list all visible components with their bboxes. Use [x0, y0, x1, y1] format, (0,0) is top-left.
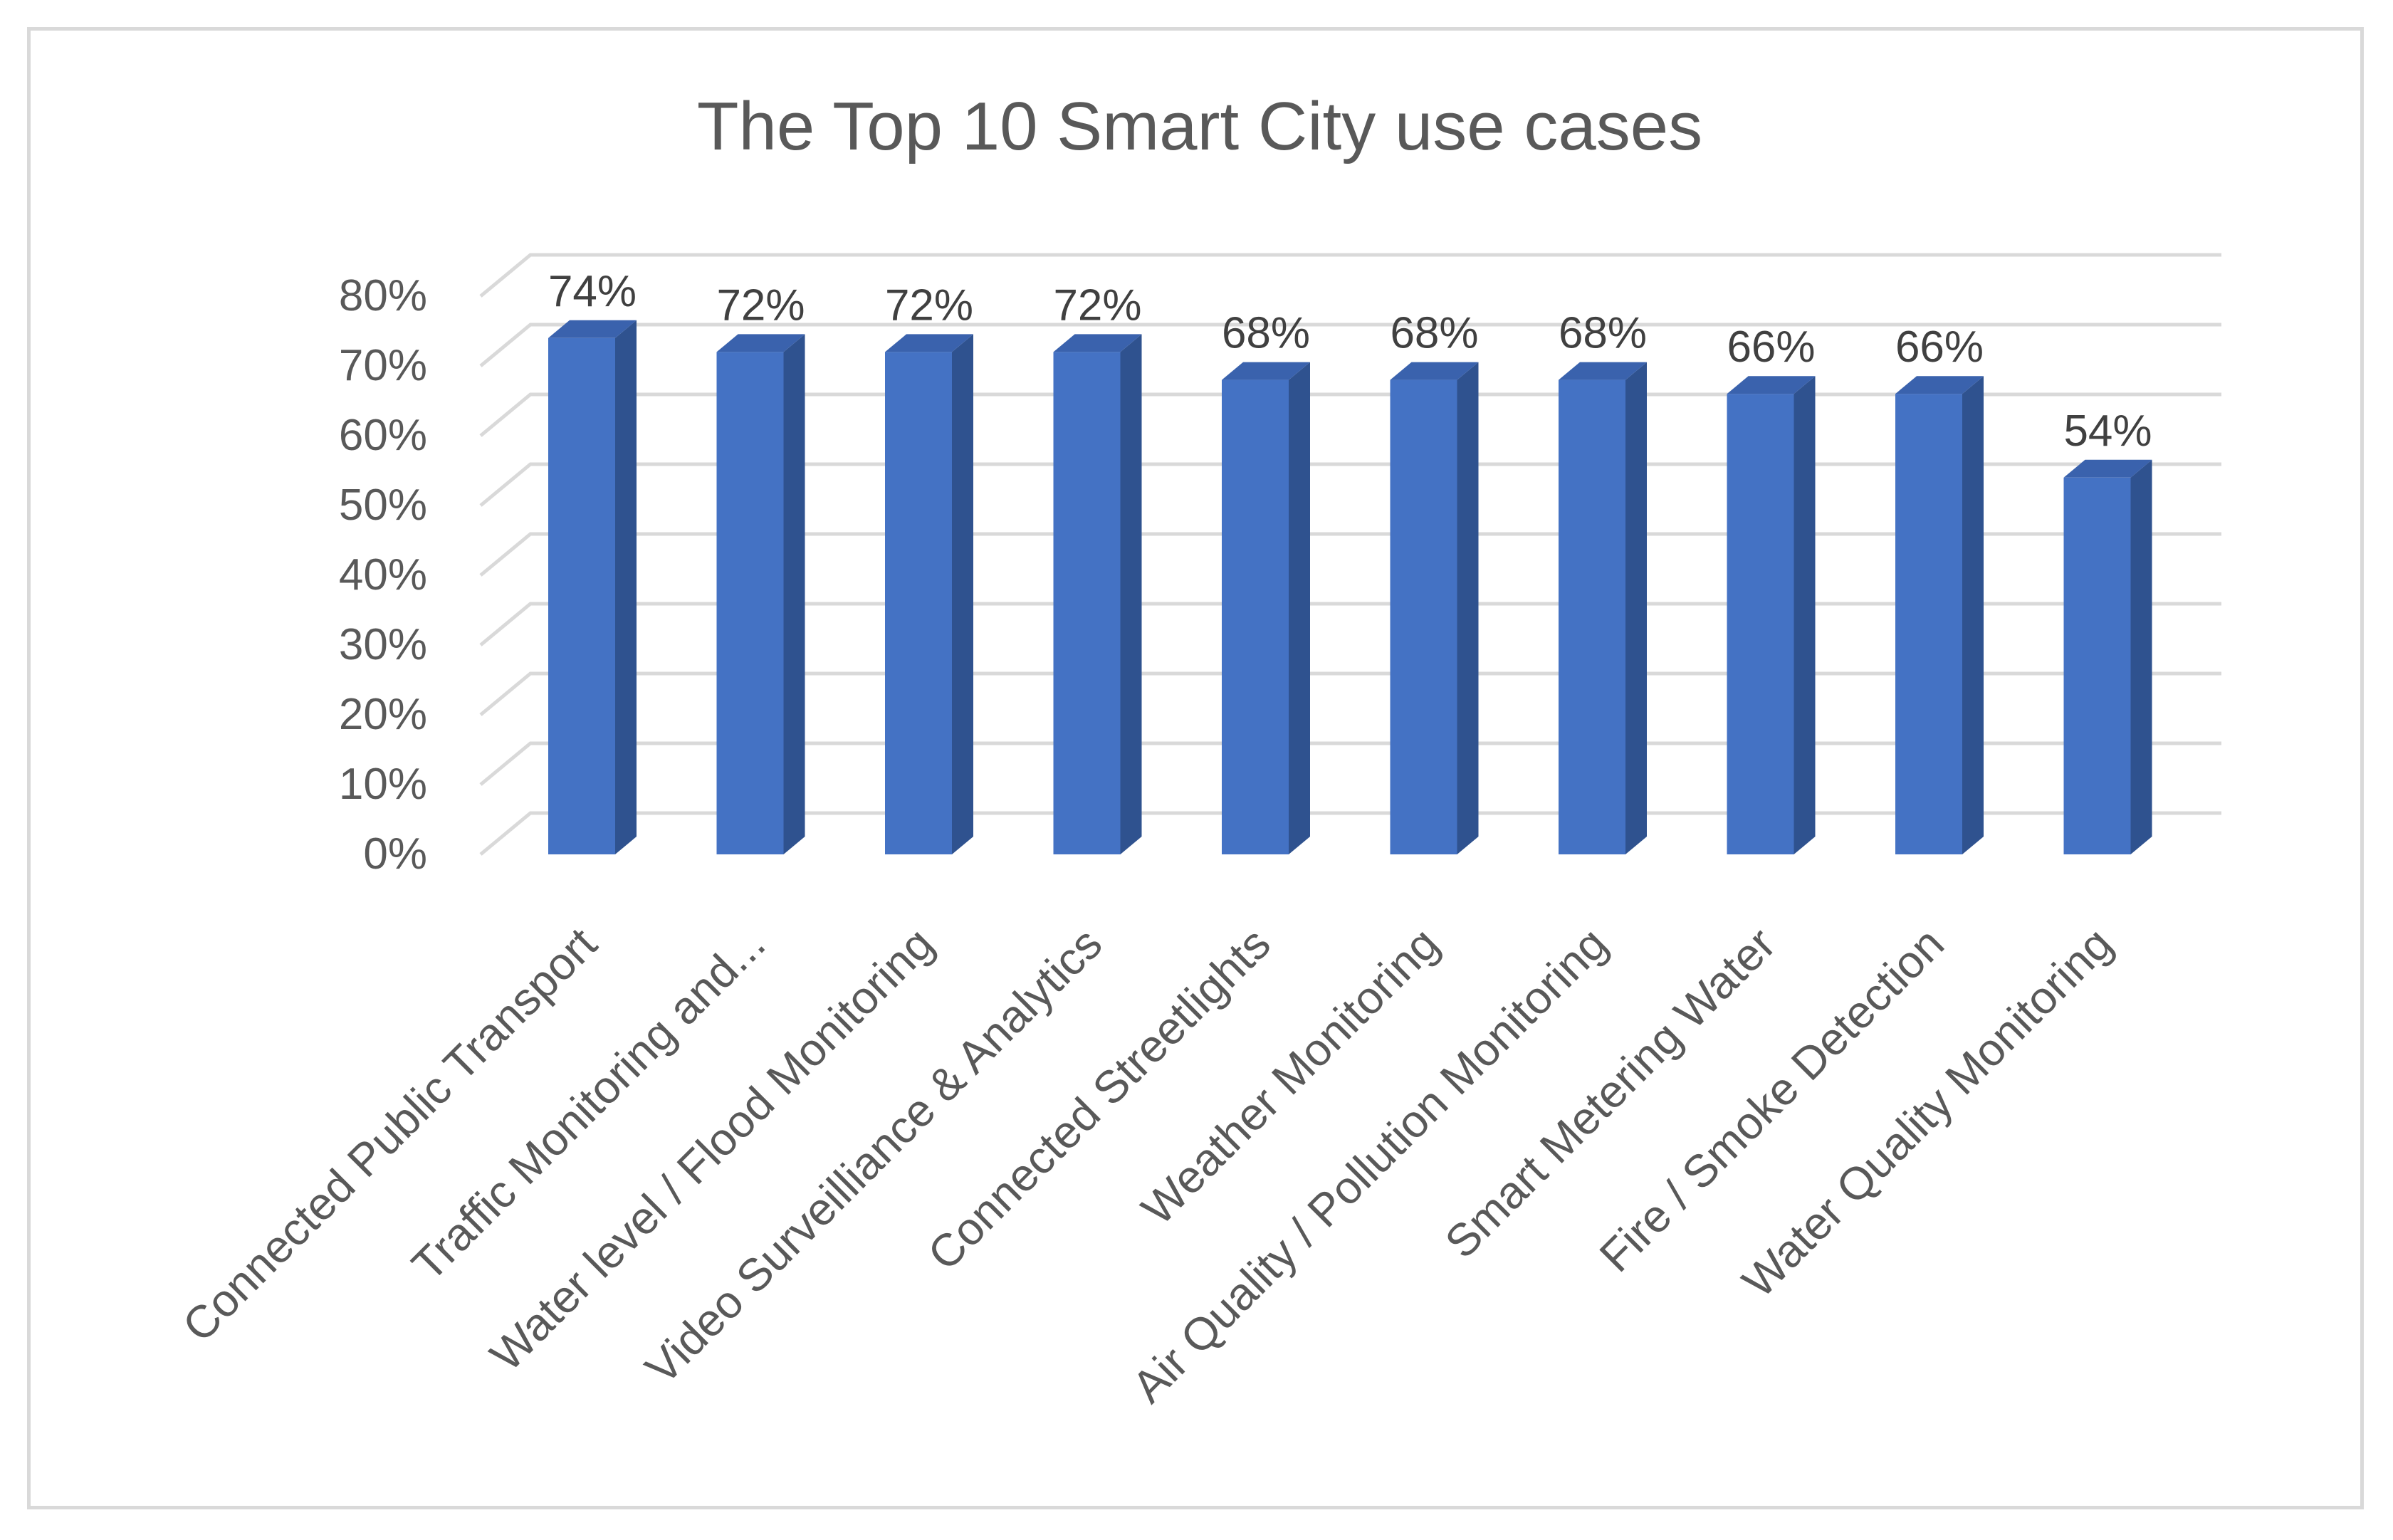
y-tick-label: 70% [339, 341, 427, 390]
bar-side [783, 334, 805, 854]
bar-5 [1222, 362, 1310, 855]
bar-top [885, 334, 973, 352]
bar-top [1559, 362, 1647, 380]
category-label: Fire / Smoke Detection [1590, 918, 1954, 1282]
bar-top [716, 334, 805, 352]
data-label: 68% [1222, 309, 1310, 358]
bar-front [1222, 379, 1289, 854]
bar-front [1053, 352, 1121, 854]
bar-side [2130, 459, 2152, 854]
y-tick-label: 0% [363, 829, 427, 879]
category-label: Smart Metering Water [1435, 918, 1786, 1268]
bar-top [1222, 362, 1310, 380]
data-label: 66% [1895, 323, 1984, 372]
bar-3 [885, 334, 973, 854]
gridline-0 [479, 811, 2221, 856]
bar-top [1390, 362, 1479, 380]
bar-10 [2063, 459, 2152, 854]
bar-side [952, 334, 973, 854]
y-tick-label: 20% [339, 690, 427, 739]
bar-2 [716, 334, 805, 854]
y-tick-label: 50% [339, 481, 427, 530]
bar-side [615, 320, 637, 854]
bar-front [1390, 379, 1457, 854]
data-labels: 74% 72% 72% 72% 68% 68% 68% 66% 66% 54% [548, 267, 2152, 456]
y-axis-ticks: 0% 10% 20% 30% 40% 50% 60% 70% 80% [339, 271, 427, 879]
data-label: 54% [2063, 407, 2152, 456]
bar-front [548, 337, 615, 854]
bar-front [2063, 477, 2131, 854]
bar-side [1962, 376, 1984, 854]
y-tick-label: 10% [339, 760, 427, 809]
gridline-2 [479, 671, 2221, 716]
bar-top [1053, 334, 1142, 352]
data-label: 66% [1727, 323, 1815, 372]
bar-front [1895, 394, 1962, 854]
bar-9 [1895, 376, 1984, 854]
bar-side [1289, 362, 1310, 855]
bar-front [716, 352, 784, 854]
gridlines [479, 253, 2221, 856]
data-label: 68% [1390, 309, 1478, 358]
bar-front [1559, 379, 1625, 854]
bar-front [885, 352, 952, 854]
bars [548, 320, 2152, 855]
gridline-3 [479, 602, 2221, 646]
gridline-5 [479, 462, 2221, 507]
category-label: Weather Monitoring [1131, 918, 1448, 1235]
bar-8 [1727, 376, 1816, 854]
gridline-7 [479, 323, 2221, 367]
bar-top [548, 320, 637, 338]
y-tick-label: 30% [339, 620, 427, 669]
data-label: 72% [885, 281, 973, 330]
bar-4 [1053, 334, 1142, 854]
gridline-4 [479, 532, 2221, 577]
gridline-8 [479, 253, 2221, 298]
data-label: 72% [1053, 281, 1141, 330]
data-label: 68% [1559, 309, 1647, 358]
y-tick-label: 40% [339, 550, 427, 599]
chart-title: The Top 10 Smart City use cases [697, 88, 1702, 164]
bar-side [1794, 376, 1816, 854]
bar-6 [1390, 362, 1479, 855]
bar-7 [1559, 362, 1647, 855]
category-label: Traffic Monitoring and... [402, 918, 775, 1291]
category-label: Connected Streetlights [918, 918, 1280, 1280]
bar-front [1727, 394, 1794, 854]
bar-side [1625, 362, 1647, 855]
gridline-6 [479, 392, 2221, 437]
gridline-1 [479, 741, 2221, 786]
y-tick-label: 80% [339, 271, 427, 320]
bar-side [1120, 334, 1142, 854]
bar-top [2063, 459, 2152, 478]
bar-top [1895, 376, 1984, 394]
y-tick-label: 60% [339, 411, 427, 460]
bar-side [1457, 362, 1479, 855]
data-label: 72% [716, 281, 805, 330]
data-label: 74% [548, 267, 637, 316]
bar-top [1727, 376, 1816, 394]
bar-1 [548, 320, 637, 854]
